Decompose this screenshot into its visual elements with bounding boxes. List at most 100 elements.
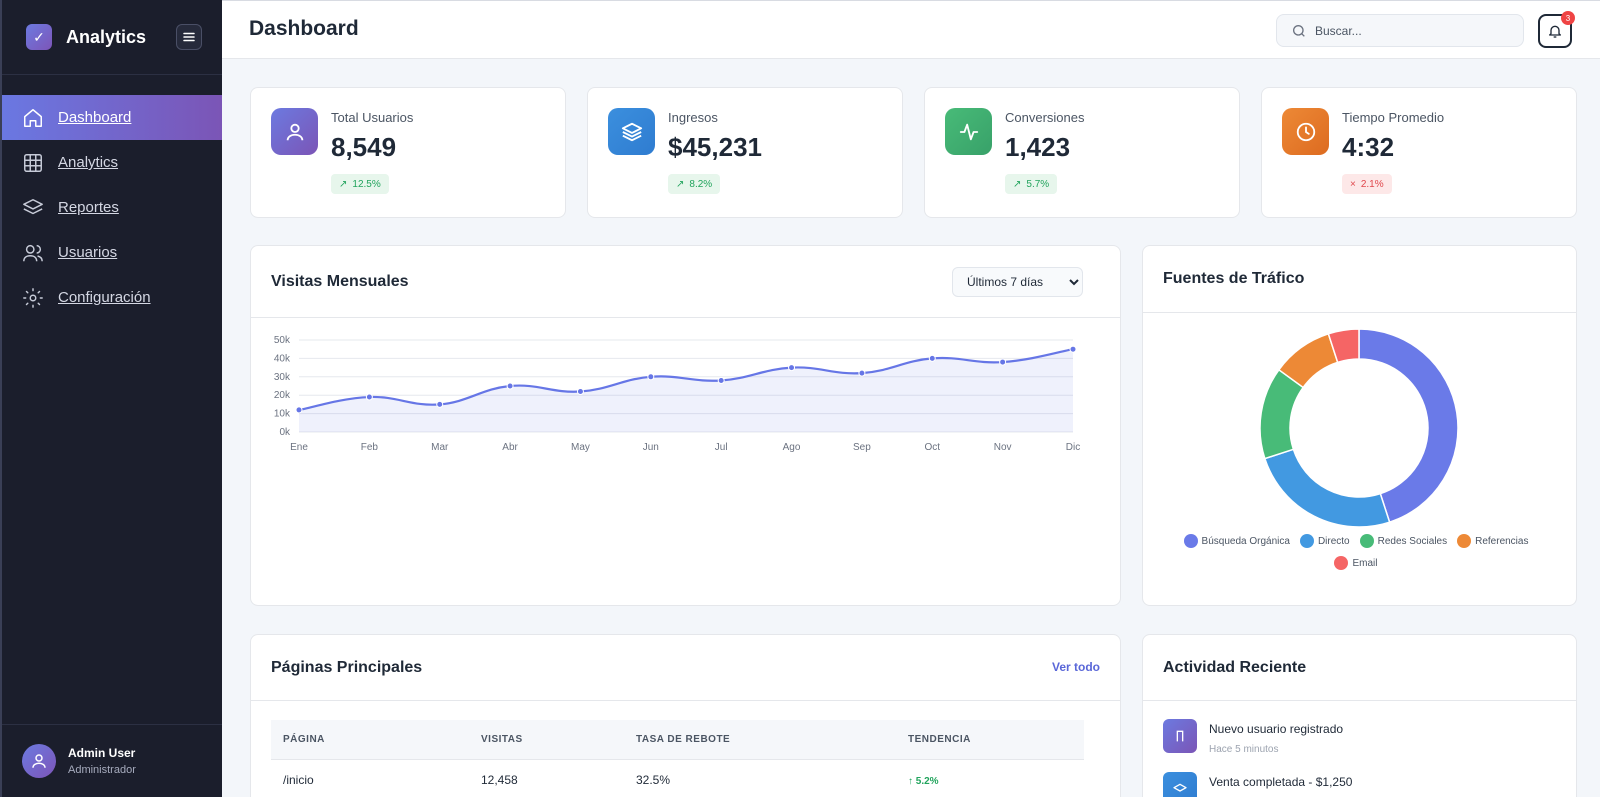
user-profile[interactable]: Admin User Administrador xyxy=(2,724,222,797)
stat-value: $45,231 xyxy=(668,132,762,162)
hamburger-icon xyxy=(183,32,195,42)
arrow-up-right-icon: ↗ xyxy=(1013,178,1022,190)
user-role: Administrador xyxy=(68,764,136,776)
clock-icon xyxy=(1282,108,1329,155)
legend-label: Referencias xyxy=(1475,535,1529,547)
y-tick-label: 30k xyxy=(274,372,291,383)
stat-change: ↗ 12.5% xyxy=(331,174,389,194)
users-icon xyxy=(23,244,43,261)
notification-badge: 3 xyxy=(1561,11,1575,25)
close-icon: × xyxy=(1350,178,1356,190)
data-point[interactable] xyxy=(436,400,444,408)
sidebar-item-label: Reportes xyxy=(58,199,119,216)
layers-icon xyxy=(608,108,655,155)
x-tick-label: Nov xyxy=(994,442,1012,453)
data-point[interactable] xyxy=(647,373,655,381)
avatar xyxy=(22,744,56,778)
x-tick-label: Sep xyxy=(853,442,871,453)
data-point[interactable] xyxy=(365,393,373,401)
legend-item[interactable]: Referencias xyxy=(1457,534,1528,548)
sidebar-item-reportes[interactable]: Reportes xyxy=(2,185,222,230)
x-tick-label: May xyxy=(571,442,590,453)
pie-slice[interactable] xyxy=(1358,328,1459,524)
top-pages-table: PÁGINA VISITAS TASA DE REBOTE TENDENCIA … xyxy=(271,720,1084,797)
stat-value: 8,549 xyxy=(331,132,397,162)
search-input[interactable] xyxy=(1315,23,1515,38)
data-point[interactable] xyxy=(788,364,796,372)
activity-list: Nuevo usuario registrado Hace 5 minutos … xyxy=(1163,719,1352,797)
user-plus-icon xyxy=(1163,719,1197,753)
legend-swatch xyxy=(1183,534,1198,548)
sidebar-item-label: Dashboard xyxy=(58,109,132,126)
legend-label: Email xyxy=(1352,557,1378,569)
sun-icon xyxy=(23,287,43,308)
sidebar-item-label: Configuración xyxy=(58,289,151,306)
grid-icon xyxy=(24,153,42,172)
x-tick-label: Mar xyxy=(431,442,449,453)
traffic-donut-chart xyxy=(1259,328,1459,528)
legend-item[interactable]: Búsqueda Orgánica xyxy=(1183,534,1290,548)
layers-icon xyxy=(1163,772,1197,797)
sidebar-item-usuarios[interactable]: Usuarios xyxy=(2,230,222,275)
divider xyxy=(251,317,1120,318)
activity-title: Venta completada - $1,250 xyxy=(1209,775,1353,789)
legend-swatch xyxy=(1359,534,1374,548)
data-point[interactable] xyxy=(999,358,1007,366)
stat-change: ↗ 5.7% xyxy=(1005,174,1058,194)
legend-label: Directo xyxy=(1317,535,1350,547)
data-point[interactable] xyxy=(928,354,936,362)
sidebar-nav: Dashboard Analytics Reportes Usuarios Co… xyxy=(2,95,222,320)
card-title: Actividad Reciente xyxy=(1163,659,1307,676)
brand-name: Analytics xyxy=(66,26,147,47)
user-info: Admin User Administrador xyxy=(68,746,136,776)
stat-value: 4:32 xyxy=(1342,132,1395,162)
legend-item[interactable]: Email xyxy=(1334,556,1378,570)
data-point[interactable] xyxy=(506,382,514,390)
range-select[interactable]: Últimos 7 días xyxy=(952,267,1083,297)
stat-card-conversiones: Conversiones 1,423 ↗ 5.7% xyxy=(924,87,1240,218)
stat-card-total-usuarios: Total Usuarios 8,549 ↗ 12.5% xyxy=(250,87,566,218)
traffic-card: Fuentes de Tráfico Búsqueda Orgánica Dire… xyxy=(1142,245,1577,606)
sidebar-item-configuracion[interactable]: Configuración xyxy=(2,275,222,320)
activity-icon xyxy=(945,108,992,155)
sidebar-item-label: Usuarios xyxy=(58,244,118,261)
column-header: VISITAS xyxy=(469,720,624,760)
table-row[interactable]: /inicio 12,458 32.5% ↑ 5.2% xyxy=(271,759,1084,797)
legend-swatch xyxy=(1334,556,1349,570)
view-all-link[interactable]: Ver todo xyxy=(1051,660,1100,674)
data-point[interactable] xyxy=(717,376,725,384)
x-tick-label: Jul xyxy=(715,442,728,453)
cell-bounce: 32.5% xyxy=(636,773,671,788)
data-point[interactable] xyxy=(576,388,584,396)
stat-label: Tiempo Promedio xyxy=(1342,110,1445,125)
stat-label: Ingresos xyxy=(668,110,718,125)
legend-item[interactable]: Directo xyxy=(1299,534,1350,548)
user-icon xyxy=(32,754,46,768)
chart-legend: Búsqueda Orgánica Directo Redes Sociales Re… xyxy=(1143,534,1569,570)
search-box xyxy=(1276,14,1524,47)
x-tick-label: Dic xyxy=(1066,442,1080,453)
card-title: Páginas Principales xyxy=(271,659,423,676)
legend-item[interactable]: Redes Sociales xyxy=(1359,534,1447,548)
stat-label: Total Usuarios xyxy=(331,110,414,125)
cell-page: /inicio xyxy=(283,773,314,788)
home-icon xyxy=(24,108,42,127)
menu-toggle-button[interactable] xyxy=(176,24,203,50)
pie-slice[interactable] xyxy=(1263,448,1391,528)
page-title: Dashboard xyxy=(249,17,359,40)
column-header: TENDENCIA xyxy=(896,720,1084,760)
data-point[interactable] xyxy=(295,406,303,414)
data-point[interactable] xyxy=(858,369,866,377)
legend-swatch xyxy=(1457,534,1472,548)
sidebar-item-dashboard[interactable]: Dashboard xyxy=(2,95,222,140)
divider xyxy=(1143,700,1576,701)
notifications-button[interactable]: 3 xyxy=(1538,11,1575,48)
arrow-up-right-icon: ↗ xyxy=(676,178,685,190)
sidebar-item-analytics[interactable]: Analytics xyxy=(2,140,222,185)
list-item[interactable]: Venta completada - $1,250 xyxy=(1163,772,1352,797)
data-point[interactable] xyxy=(1069,345,1077,353)
pie-slice[interactable] xyxy=(1327,328,1360,364)
list-item[interactable]: Nuevo usuario registrado Hace 5 minutos xyxy=(1163,719,1352,755)
y-tick-label: 20k xyxy=(274,390,291,401)
activity-time: Hace 5 minutos xyxy=(1209,744,1279,755)
